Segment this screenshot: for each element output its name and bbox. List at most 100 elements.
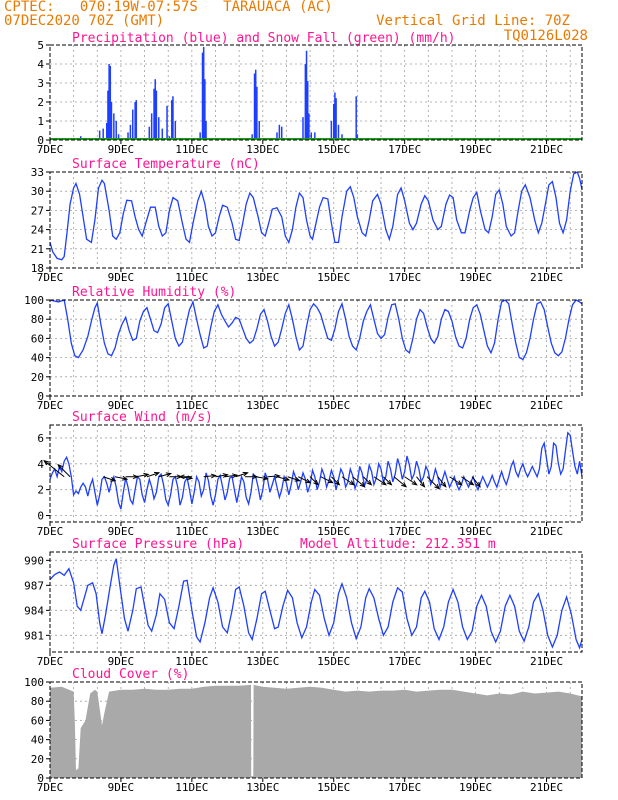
rh-xtick-label: 19DEC [459,399,492,412]
wind-arrow-head [419,481,426,488]
precip-precip-bar [98,130,101,140]
precip-precip-bar [134,102,136,140]
wind-arrow [287,476,300,482]
wind-arrow [298,476,311,484]
precip-ytick-label: 1 [37,115,44,128]
pressure-frame [49,551,583,653]
wind-arrow-head [110,477,117,482]
temp-panel: 18 21 24 27 30 33 7DEC 9DEC 11DEC 13DEC 15DEC 17DEC… [31,157,583,284]
pressure-xtick-label: 7DEC [37,655,64,668]
rh-ytick-label: 0 [37,390,44,403]
wind-arrow [43,460,65,478]
wind-arrow-head [43,459,50,466]
precip-precip-bar [135,100,138,140]
precip-precip-bar [330,121,333,140]
temp-xtick-label: 11DEC [175,271,208,284]
rh-line [49,299,583,361]
wind-arrow [416,476,425,488]
temp-xtick-label: 19DEC [459,271,492,284]
precip-ytick-label: 5 [37,39,44,52]
header-model-code: TQ0126L028 [503,28,588,44]
wind-arrow [203,475,216,478]
pressure-xtick-label: 21DEC [530,655,563,668]
precip-xtick-label: 9DEC [108,143,135,156]
cloud-xtick-label: 9DEC [108,781,135,794]
pressure-ytick-label: 987 [24,579,44,592]
pressure-xtick-label: 13DEC [246,655,279,668]
precip-xtick-label: 15DEC [317,143,350,156]
wind-arrow [461,476,474,486]
wind-arrow [235,472,248,478]
precip-precip-bar [314,132,316,140]
pressure-ytick-label: 990 [24,554,44,567]
wind-arrow-head [262,475,269,481]
cloud-ytick-label: 80 [31,695,44,708]
precip-ytick-label: 4 [37,58,44,71]
precip-precip-bar [154,79,156,140]
pressure-altitude: Model Altitude: 212.351 m [300,537,496,552]
precip-precip-bar [278,124,281,140]
precip-xtick-label: 7DEC [37,143,64,156]
wind-arrow [393,476,407,488]
wind-arrow [437,476,447,488]
wind-plot-area [50,425,582,522]
precip-precip-bar [332,103,335,140]
precip-precip-bar [148,126,151,140]
temp-ytick-label: 27 [31,204,44,217]
precip-precip-bar [256,86,258,140]
precip-precip-bar [199,132,201,140]
wind-arrow-head [57,463,63,470]
wind-arrow-head [475,481,481,488]
wind-arrow-head [327,478,334,484]
wind-panel: 0 2 4 6 7DEC 9DEC 11DEC 13DEC 15DEC 17DEC 19DEC 21D… [37,410,583,538]
rh-ytick-label: 20 [31,371,44,384]
wind-arrow [331,476,340,486]
pressure-xtick-label: 11DEC [175,655,208,668]
precip-ytick-label: 3 [37,77,44,90]
precip-precip-bar [132,109,134,140]
rh-title: Relative Humidity (%) [72,285,236,300]
precip-precip-bar [158,117,160,140]
precip-plot-area [50,45,582,140]
precip-precip-bar [253,73,256,140]
wind-arrow-head [434,483,441,490]
pressure-line [49,558,583,650]
wind-arrow-head [366,479,373,486]
precip-precip-bar [201,52,204,140]
wind-xtick-label: 19DEC [459,525,492,538]
cloud-xtick-label: 13DEC [246,781,279,794]
temp-xtick-label: 15DEC [317,271,350,284]
precip-precip-bar [355,96,357,140]
wind-arrow-head [305,478,312,484]
cloud-ytick-label: 0 [37,772,44,785]
rh-ytick-label: 40 [31,352,44,365]
wind-arrow-head [359,482,366,488]
precip-precip-bar [172,96,174,140]
wind-arrow [471,476,481,488]
precip-precip-bar [129,124,132,140]
precip-frame [49,44,583,141]
wind-arrow [309,476,319,486]
temp-frame [49,171,583,269]
cloud-panel: 0 20 40 60 80 100 7DEC 9DEC 11DEC 13DEC 15DEC 17DEC… [24,667,583,794]
wind-arrow-head [274,473,281,479]
precip-precip-bar [155,90,158,140]
precip-precip-bar [174,121,177,140]
precip-precip-bar [171,100,173,140]
wind-arrow [373,476,387,486]
cloud-area [50,684,582,778]
wind-arrow [215,474,228,478]
precip-precip-bar [161,128,164,140]
temp-xtick-label: 13DEC [246,271,279,284]
wind-xtick-label: 15DEC [317,525,350,538]
cloud-xtick-label: 21DEC [530,781,563,794]
wind-arrow-head [165,472,173,477]
precip-precip-bar [204,79,206,140]
precip-precip-bar [334,92,336,140]
rh-xtick-label: 11DEC [175,399,208,412]
temp-xtick-label: 9DEC [108,271,135,284]
rh-xtick-label: 9DEC [108,399,135,412]
wind-arrow-head [386,479,393,486]
rh-xtick-label: 15DEC [317,399,350,412]
temp-xtick-label: 21DEC [530,271,563,284]
